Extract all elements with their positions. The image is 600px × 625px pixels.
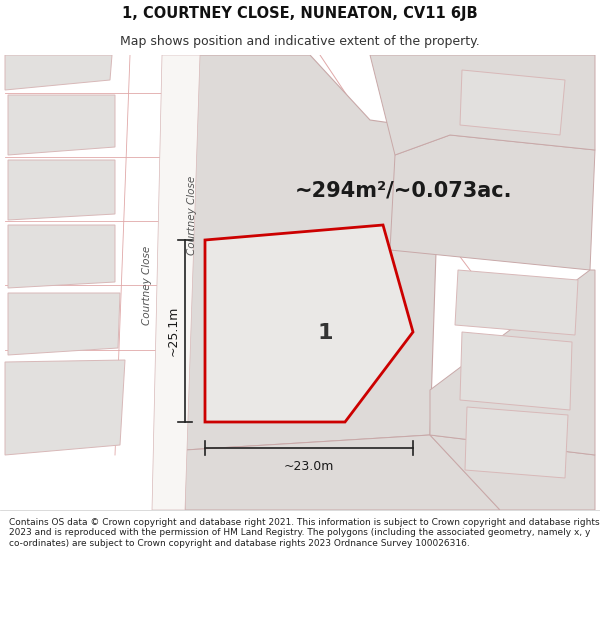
Polygon shape <box>460 70 565 135</box>
Text: ~25.1m: ~25.1m <box>167 306 179 356</box>
Text: 1: 1 <box>317 323 333 343</box>
Polygon shape <box>8 293 120 355</box>
Text: Contains OS data © Crown copyright and database right 2021. This information is : Contains OS data © Crown copyright and d… <box>9 518 599 548</box>
Text: Courtney Close: Courtney Close <box>187 176 197 254</box>
Polygon shape <box>185 435 500 510</box>
Polygon shape <box>390 135 595 270</box>
Polygon shape <box>370 55 595 155</box>
Polygon shape <box>8 225 115 288</box>
Polygon shape <box>460 332 572 410</box>
Polygon shape <box>152 55 200 510</box>
Polygon shape <box>430 435 595 510</box>
Polygon shape <box>175 55 440 450</box>
Text: 1, COURTNEY CLOSE, NUNEATON, CV11 6JB: 1, COURTNEY CLOSE, NUNEATON, CV11 6JB <box>122 6 478 21</box>
Polygon shape <box>430 270 595 455</box>
Polygon shape <box>465 407 568 478</box>
Polygon shape <box>5 55 112 90</box>
Polygon shape <box>205 225 413 422</box>
Polygon shape <box>8 160 115 220</box>
Text: Courtney Close: Courtney Close <box>142 246 152 324</box>
Polygon shape <box>455 270 578 335</box>
Text: ~294m²/~0.073ac.: ~294m²/~0.073ac. <box>295 180 512 200</box>
Polygon shape <box>5 360 125 455</box>
Text: Map shows position and indicative extent of the property.: Map shows position and indicative extent… <box>120 35 480 48</box>
Polygon shape <box>8 95 115 155</box>
Text: ~23.0m: ~23.0m <box>284 459 334 472</box>
